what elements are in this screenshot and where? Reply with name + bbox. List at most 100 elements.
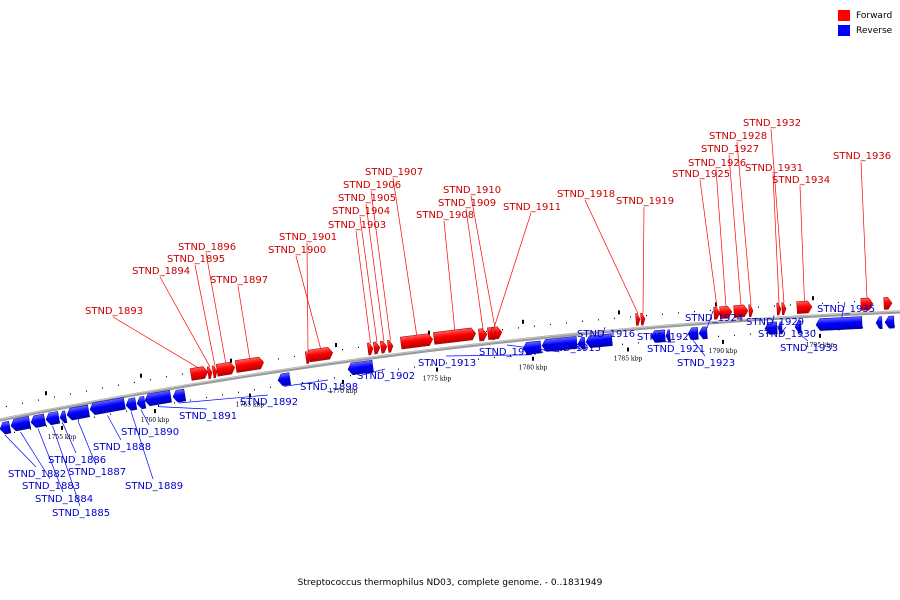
gene-label[interactable]: STND_1914 xyxy=(479,347,537,358)
gene-STND_1918[interactable] xyxy=(635,313,641,326)
gene-label[interactable]: STND_1927 xyxy=(701,144,759,155)
gene-label[interactable]: STND_1910 xyxy=(443,185,501,196)
gene-STND_1935[interactable] xyxy=(815,316,863,331)
gene-STND_1927[interactable] xyxy=(733,304,749,318)
gene-STND_1911[interactable] xyxy=(491,327,497,341)
gene-label[interactable]: STND_1935 xyxy=(817,304,875,315)
gene-STND_1929[interactable] xyxy=(764,321,778,335)
gene-label[interactable]: STND_1913 xyxy=(418,358,476,369)
gene-STND_1932[interactable] xyxy=(781,302,787,316)
gene-STND_1914[interactable] xyxy=(541,336,578,352)
gene-label[interactable]: STND_1895 xyxy=(167,254,225,265)
gene-unlabelled-1[interactable] xyxy=(875,316,883,329)
gene-STND_1897[interactable] xyxy=(234,356,265,373)
gene-label[interactable]: STND_1916 xyxy=(577,329,635,340)
gene-STND_1925[interactable] xyxy=(713,306,721,320)
gene-STND_1888[interactable] xyxy=(89,397,126,415)
gene-label[interactable]: STND_1901 xyxy=(279,232,337,243)
gene-label[interactable]: STND_1887 xyxy=(68,467,126,478)
gene-STND_1919[interactable] xyxy=(640,312,646,326)
gene-STND_1934[interactable] xyxy=(796,300,813,314)
gene-label[interactable]: STND_1902 xyxy=(357,371,415,382)
gene-STND_1920[interactable] xyxy=(650,329,666,343)
gene-label[interactable]: STND_1919 xyxy=(616,196,674,207)
gene-STND_1904[interactable] xyxy=(372,341,381,355)
gene-STND_1887[interactable] xyxy=(66,404,91,421)
gene-STND_1931[interactable] xyxy=(776,302,782,316)
gene-STND_1886[interactable] xyxy=(59,410,68,424)
gene-label[interactable]: STND_1908 xyxy=(416,210,474,221)
gene-label[interactable]: STND_1883 xyxy=(22,481,80,492)
gene-STND_1903[interactable] xyxy=(366,342,374,356)
gene-STND_1891[interactable] xyxy=(144,389,172,407)
gene-STND_1893[interactable] xyxy=(189,366,209,381)
gene-label[interactable]: STND_1885 xyxy=(52,508,110,519)
gene-label[interactable]: STND_1906 xyxy=(343,180,401,191)
gene-label[interactable]: STND_1886 xyxy=(48,455,106,466)
gene-label[interactable]: STND_1911 xyxy=(503,202,561,213)
gene-label[interactable]: STND_1932 xyxy=(743,118,801,129)
gene-label[interactable]: STND_1926 xyxy=(688,158,746,169)
gene-label[interactable]: STND_1934 xyxy=(772,175,830,186)
gene-STND_1909[interactable] xyxy=(478,328,488,342)
gene-label[interactable]: STND_1897 xyxy=(210,275,268,286)
gene-label[interactable]: STND_1930 xyxy=(758,329,816,340)
gene-STND_1884[interactable] xyxy=(30,413,47,428)
gene-label[interactable]: STND_1907 xyxy=(365,167,423,178)
gene-label[interactable]: STND_1928 xyxy=(709,131,767,142)
gene-label[interactable]: STND_1898 xyxy=(300,382,358,393)
gene-STND_1895[interactable] xyxy=(211,365,218,379)
gene-STND_1902[interactable] xyxy=(347,359,374,376)
gene-label[interactable]: STND_1884 xyxy=(35,494,93,505)
gene-STND_1896[interactable] xyxy=(215,361,236,377)
gene-STND_1890[interactable] xyxy=(136,396,147,410)
gene-STND_1926[interactable] xyxy=(719,305,733,319)
gene-label[interactable]: STND_1893 xyxy=(85,306,143,317)
gene-unlabelled-3[interactable] xyxy=(883,297,893,310)
gene-STND_1908[interactable] xyxy=(433,327,477,345)
gene-STND_1916[interactable] xyxy=(585,333,613,348)
gene-label[interactable]: STND_1900 xyxy=(268,245,326,256)
gene-label[interactable]: STND_1924 xyxy=(685,313,743,324)
gene-STND_1913[interactable] xyxy=(522,340,542,355)
gene-label[interactable]: STND_1936 xyxy=(833,151,891,162)
gene-label[interactable]: STND_1882 xyxy=(8,469,66,480)
gene-STND_1915[interactable] xyxy=(577,336,586,350)
gene-STND_1930[interactable] xyxy=(777,321,783,335)
gene-unlabelled-2[interactable] xyxy=(884,315,895,329)
gene-STND_1901[interactable] xyxy=(304,351,311,365)
gene-label[interactable]: STND_1890 xyxy=(121,427,179,438)
gene-label[interactable]: STND_1894 xyxy=(132,266,190,277)
gene-label[interactable]: STND_1920 xyxy=(637,332,695,343)
gene-STND_1924[interactable] xyxy=(698,326,708,340)
gene-STND_1898[interactable] xyxy=(277,372,292,387)
gene-label[interactable]: STND_1891 xyxy=(179,411,237,422)
gene-label[interactable]: STND_1909 xyxy=(438,198,496,209)
gene-STND_1907[interactable] xyxy=(399,333,434,350)
gene-STND_1936[interactable] xyxy=(860,297,874,311)
gene-label[interactable]: STND_1915 xyxy=(543,343,601,354)
gene-label[interactable]: STND_1923 xyxy=(677,358,735,369)
gene-STND_1933[interactable] xyxy=(794,320,802,334)
gene-label[interactable]: STND_1905 xyxy=(338,193,396,204)
gene-label[interactable]: STND_1889 xyxy=(125,481,183,492)
gene-STND_1921[interactable] xyxy=(665,329,671,343)
gene-STND_1885[interactable] xyxy=(45,411,61,426)
gene-label[interactable]: STND_1921 xyxy=(647,344,705,355)
gene-label[interactable]: STND_1904 xyxy=(332,206,390,217)
gene-STND_1892[interactable] xyxy=(172,388,187,403)
gene-STND_1894[interactable] xyxy=(206,366,213,380)
gene-STND_1923[interactable] xyxy=(687,327,699,341)
gene-label[interactable]: STND_1925 xyxy=(672,169,730,180)
gene-STND_1889[interactable] xyxy=(125,397,138,412)
gene-STND_1883[interactable] xyxy=(10,416,32,432)
gene-STND_1928[interactable] xyxy=(748,304,754,318)
gene-label[interactable]: STND_1931 xyxy=(745,163,803,174)
gene-STND_1882[interactable] xyxy=(0,420,12,435)
gene-STND_1905[interactable] xyxy=(379,340,388,354)
gene-label[interactable]: STND_1929 xyxy=(746,317,804,328)
gene-label[interactable]: STND_1896 xyxy=(178,242,236,253)
gene-label[interactable]: STND_1892 xyxy=(240,397,298,408)
gene-STND_1906[interactable] xyxy=(386,340,394,353)
gene-label[interactable]: STND_1918 xyxy=(557,189,615,200)
